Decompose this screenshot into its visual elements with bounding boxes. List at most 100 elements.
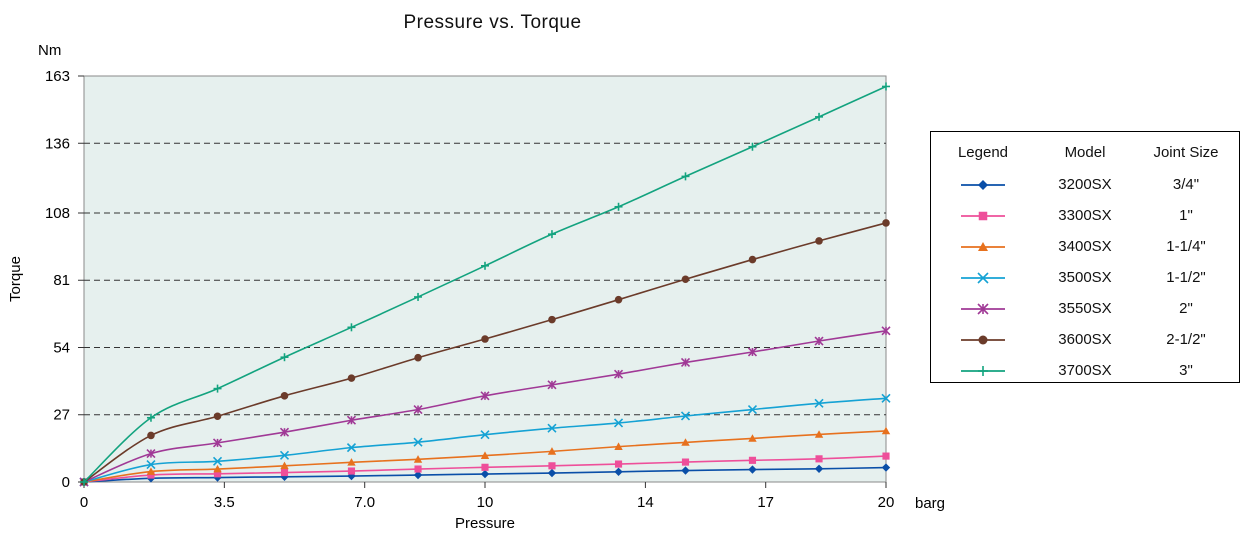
data-point <box>346 415 357 425</box>
legend-header-model: Model <box>1064 144 1106 161</box>
data-point <box>681 172 690 181</box>
legend-joint-size: 1-1/4" <box>1166 238 1206 255</box>
data-point <box>547 447 557 455</box>
data-point <box>413 455 423 463</box>
x-tick-label: 14 <box>637 494 654 511</box>
legend-joint-size: 1-1/2" <box>1166 269 1206 286</box>
x-tick-label: 0 <box>80 494 88 511</box>
data-point <box>748 434 757 442</box>
y-tick-label: 136 <box>45 135 70 152</box>
data-point <box>814 430 824 438</box>
x-tick-label: 3.5 <box>214 494 235 511</box>
data-point <box>481 463 489 471</box>
data-point <box>814 398 824 408</box>
data-point <box>815 455 823 463</box>
data-point <box>614 442 623 450</box>
chart-title: Pressure vs. Torque <box>403 12 582 33</box>
data-point <box>80 478 88 486</box>
legend-swatch <box>961 272 1005 284</box>
legend-swatch <box>961 303 1005 315</box>
data-point <box>414 353 422 362</box>
legend-joint-size: 3/4" <box>1172 176 1200 193</box>
data-point <box>147 471 155 479</box>
data-point <box>213 412 222 421</box>
data-point <box>748 465 757 474</box>
data-point <box>681 275 690 284</box>
data-point <box>881 326 891 336</box>
x-tick-label: 17 <box>757 494 774 511</box>
data-point <box>413 404 423 415</box>
x-tick-label: 7.0 <box>354 494 375 511</box>
legend-model: 3600SX <box>1058 331 1112 348</box>
y-tick-label: 0 <box>62 474 70 491</box>
data-point <box>547 468 557 478</box>
data-point <box>680 357 691 368</box>
series-3700SX <box>80 82 890 486</box>
data-point <box>146 449 156 459</box>
data-point <box>213 464 222 473</box>
data-point <box>614 295 623 304</box>
data-point <box>881 426 891 435</box>
data-point <box>882 452 890 460</box>
y-axis-label: Torque <box>7 256 24 302</box>
data-point <box>413 470 423 480</box>
y-tick-label: 108 <box>45 205 70 222</box>
data-point <box>280 353 289 362</box>
data-point <box>547 423 557 433</box>
legend-joint-size: 1" <box>1179 207 1193 224</box>
data-point <box>213 384 222 393</box>
legend-header-joint-size: Joint Size <box>1153 144 1219 161</box>
data-point <box>146 467 156 475</box>
legend-marker <box>978 242 988 251</box>
data-point <box>747 347 758 357</box>
legend: Legend Model Joint Size 3200SX 3/4" 3300SX… <box>930 131 1240 383</box>
data-point <box>881 393 891 403</box>
data-point <box>547 380 557 390</box>
data-point <box>481 335 489 343</box>
data-point <box>146 459 156 470</box>
series-3550SX <box>79 326 891 487</box>
data-point <box>748 456 757 464</box>
legend-model: 3200SX <box>1058 176 1112 193</box>
legend-swatch <box>961 335 1005 345</box>
y-tick-label: 54 <box>53 339 70 356</box>
data-point <box>347 374 356 382</box>
legend-model: 3700SX <box>1058 362 1112 379</box>
legend-swatch <box>961 211 1005 221</box>
y-tick-label: 27 <box>53 407 70 424</box>
data-point <box>681 438 690 446</box>
data-point <box>279 427 290 437</box>
data-point <box>614 460 623 468</box>
legend-marker <box>977 303 989 315</box>
x-tick-label: 10 <box>477 494 494 511</box>
data-point <box>882 82 890 91</box>
y-tick-label: 81 <box>53 272 70 289</box>
data-point <box>747 404 758 415</box>
legend-model: 3400SX <box>1058 238 1112 255</box>
data-point <box>548 315 556 324</box>
x-tick-label: 20 <box>878 494 895 511</box>
legend-swatch <box>961 366 1005 376</box>
data-point <box>480 451 490 459</box>
data-point <box>681 466 690 475</box>
data-point <box>280 461 289 470</box>
data-point <box>613 369 624 379</box>
legend-joint-size: 2-1/2" <box>1166 331 1206 348</box>
data-point <box>480 430 490 440</box>
data-point <box>146 413 155 422</box>
data-point <box>347 323 356 332</box>
legend-joint-size: 2" <box>1179 300 1193 317</box>
data-point <box>346 443 357 453</box>
data-point <box>613 418 624 428</box>
data-point <box>213 470 222 478</box>
data-point <box>681 458 690 466</box>
data-point <box>748 142 757 151</box>
y-unit-label: Nm <box>38 42 61 59</box>
series-3600SX <box>80 219 890 486</box>
data-point <box>212 456 223 466</box>
data-point <box>481 261 489 270</box>
x-axis-label: Pressure <box>455 515 515 532</box>
data-point <box>279 450 290 460</box>
data-point <box>815 112 824 121</box>
